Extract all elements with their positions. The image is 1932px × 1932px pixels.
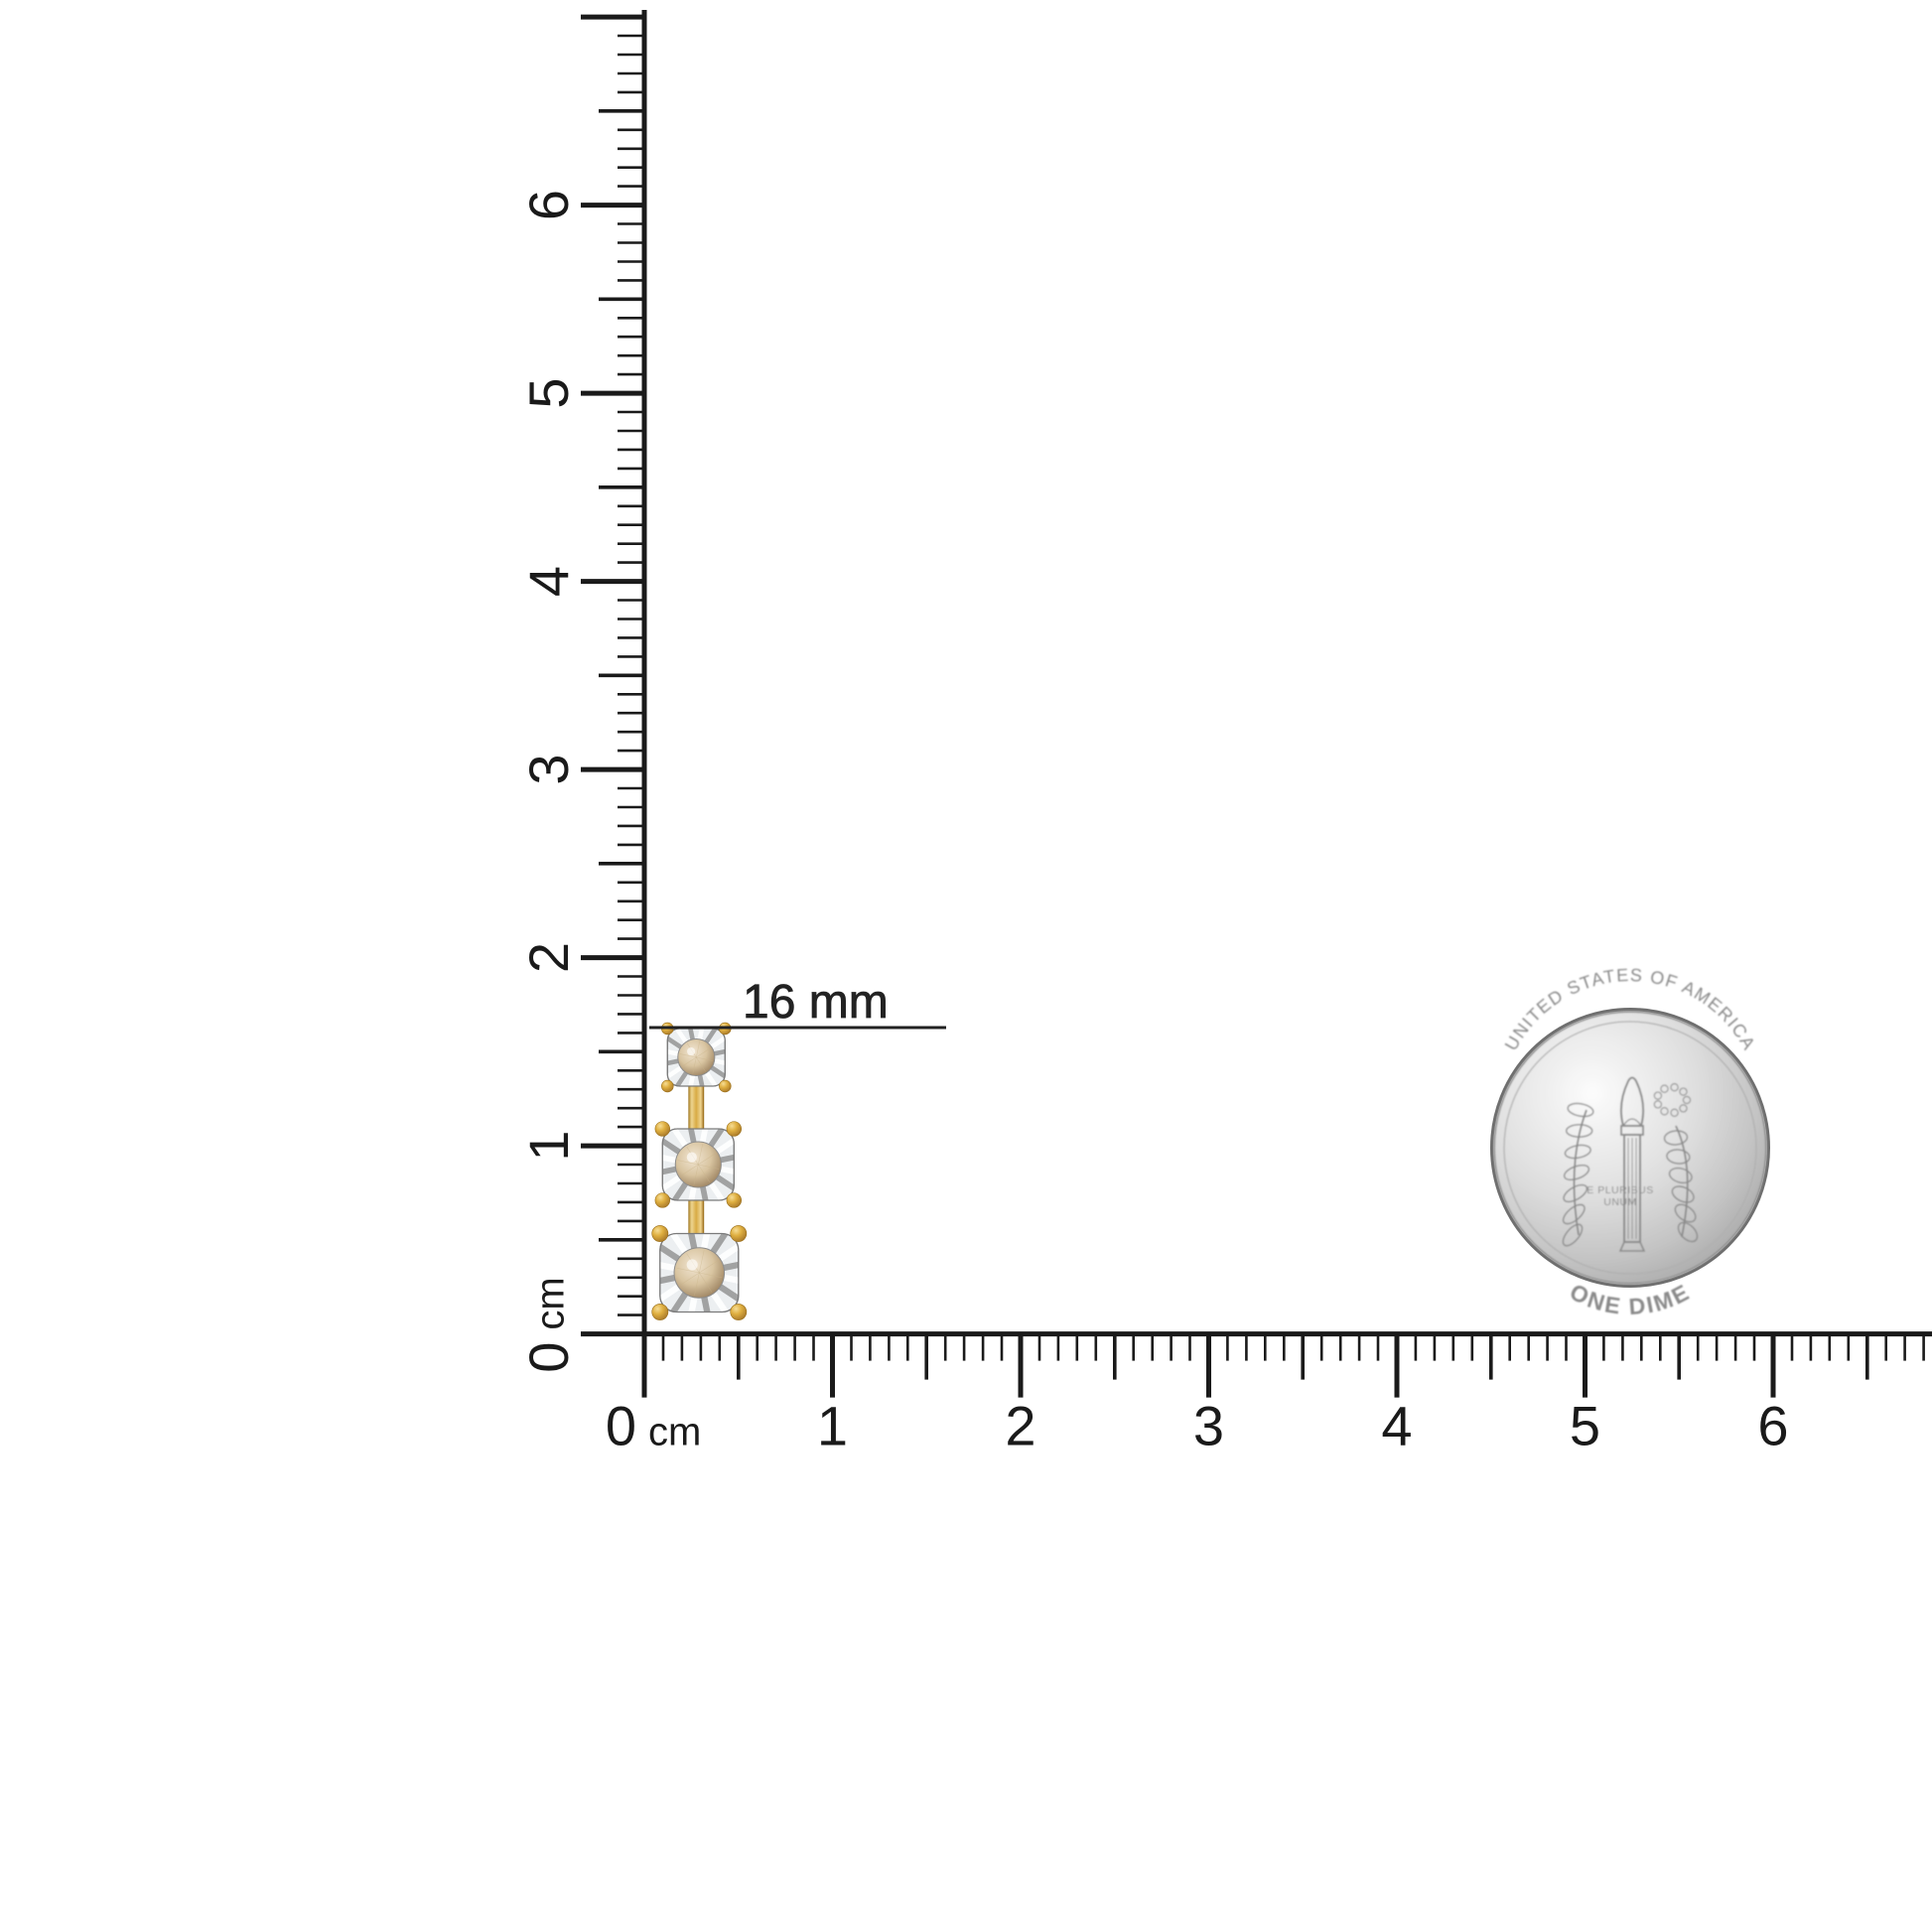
svg-text:16 mm: 16 mm xyxy=(743,976,889,1029)
svg-text:cm: cm xyxy=(529,1277,573,1329)
svg-text:5: 5 xyxy=(517,378,580,409)
svg-text:5: 5 xyxy=(1570,1395,1600,1457)
svg-text:1: 1 xyxy=(817,1395,848,1457)
svg-text:1: 1 xyxy=(517,1131,580,1162)
svg-text:6: 6 xyxy=(1757,1395,1788,1457)
svg-text:E PLURIBUS: E PLURIBUS xyxy=(1587,1184,1653,1196)
svg-text:0: 0 xyxy=(517,1342,580,1373)
svg-text:4: 4 xyxy=(1381,1395,1412,1457)
svg-text:3: 3 xyxy=(1193,1395,1224,1457)
svg-text:cm: cm xyxy=(648,1411,701,1454)
svg-text:2: 2 xyxy=(1005,1395,1035,1457)
svg-text:6: 6 xyxy=(517,190,580,220)
svg-text:UNUM: UNUM xyxy=(1603,1196,1637,1208)
svg-text:4: 4 xyxy=(517,566,580,597)
svg-text:2: 2 xyxy=(517,942,580,973)
svg-text:3: 3 xyxy=(517,755,580,785)
svg-text:0: 0 xyxy=(606,1395,636,1457)
